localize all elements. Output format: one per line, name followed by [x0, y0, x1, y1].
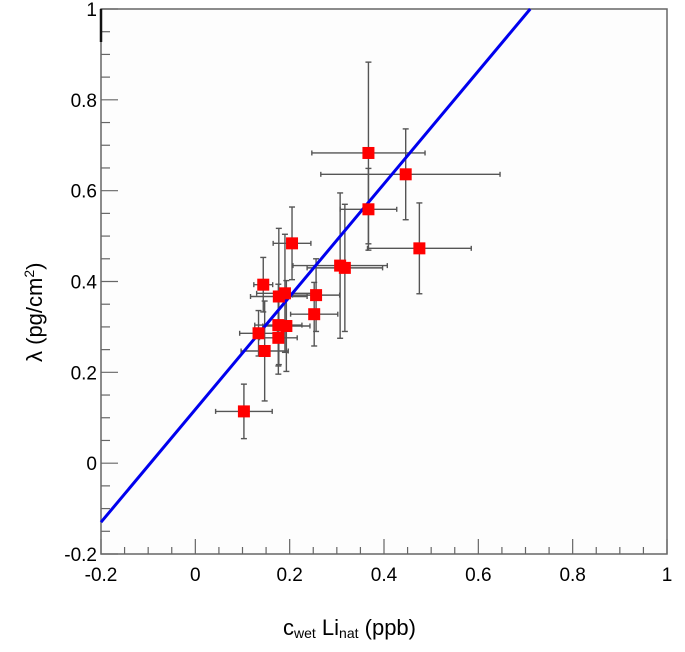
y-tick-label: -0.2 — [64, 545, 97, 566]
data-point — [237, 405, 250, 418]
x-tick-label: 0.8 — [559, 565, 585, 586]
data-point — [310, 289, 323, 302]
y-tick-label: 0 — [86, 454, 97, 475]
y-axis-title: λ (pg/cm2) — [21, 263, 47, 362]
x-tick-label: -0.2 — [85, 565, 118, 586]
data-point — [362, 146, 375, 159]
x-tick-label: 1 — [662, 565, 673, 586]
x-tick-label: 0.2 — [276, 565, 302, 586]
x-axis-title: cwet Linat (ppb) — [283, 615, 416, 641]
data-point — [362, 203, 375, 216]
data-point — [280, 320, 293, 333]
data-point — [308, 308, 321, 321]
data-point — [258, 344, 271, 357]
data-point — [338, 261, 351, 274]
y-tick-label: 0.4 — [71, 273, 98, 294]
y-tick-label: 0.2 — [71, 363, 97, 384]
data-point — [413, 242, 426, 255]
y-tick-label: 0.6 — [71, 182, 97, 203]
data-point — [286, 237, 299, 250]
x-tick-label: 0.4 — [371, 565, 398, 586]
x-tick-label: 0 — [190, 565, 201, 586]
y-tick-label: 1 — [86, 0, 97, 21]
data-point — [272, 290, 285, 303]
fit-line — [99, 8, 532, 524]
data-point — [257, 278, 270, 291]
data-point — [399, 168, 412, 181]
plot-frame — [100, 8, 668, 555]
data-point — [252, 327, 265, 340]
y-tick-label: 0.8 — [71, 91, 97, 112]
data-point — [272, 331, 285, 344]
x-tick-label: 0.6 — [465, 565, 491, 586]
